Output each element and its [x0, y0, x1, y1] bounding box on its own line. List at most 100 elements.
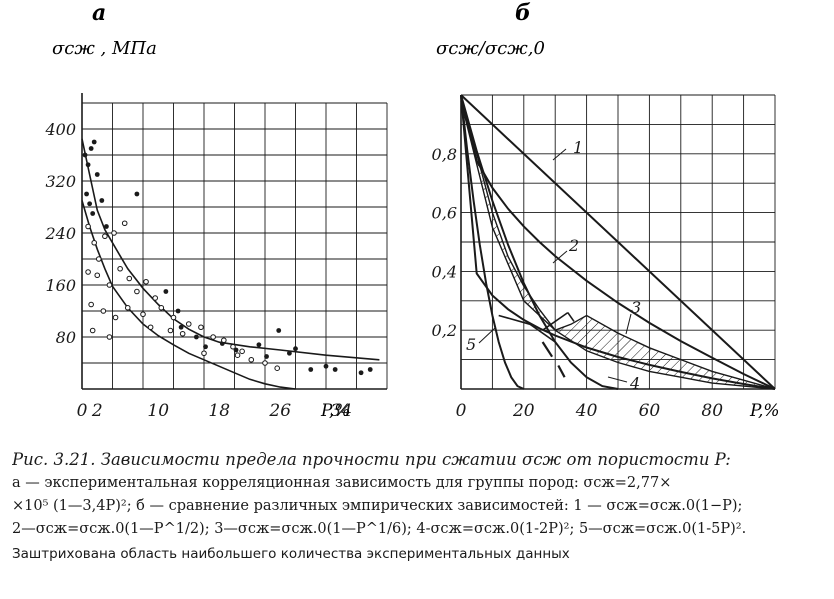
caption-line-1: Рис. 3.21. Зависимости предела прочности…	[12, 450, 731, 469]
data-point-open	[100, 308, 107, 314]
data-point-filled	[308, 367, 314, 372]
data-point-open	[152, 295, 158, 301]
curve-label-leader	[552, 148, 567, 161]
curve-label-leader	[478, 327, 496, 344]
series-line-4	[460, 94, 619, 390]
data-point-filled	[88, 146, 94, 151]
x-tick-label: 0	[456, 401, 467, 421]
data-point-open	[117, 265, 123, 272]
curve-label-5: 5	[466, 335, 476, 354]
data-point-open	[94, 272, 101, 279]
y-tick-label: 240	[44, 224, 76, 243]
caption-line-4: 2—σсж=σсж.0(1—P^1/2); 3—σсж=σсж.0(1—P^1/…	[12, 521, 747, 537]
data-point-open	[143, 278, 149, 285]
panel-b-curve-labels: 1 2 3 4 5	[466, 138, 641, 393]
panel-b-series	[460, 94, 776, 390]
x-tick-label: 10	[147, 401, 169, 421]
data-point-filled	[323, 363, 329, 369]
data-point-open	[147, 324, 154, 331]
curve-label-2: 2	[568, 236, 579, 255]
panel-a-ylabel: σсж , МПа	[52, 38, 157, 59]
inner-boundary-line	[498, 314, 531, 326]
data-point-filled	[90, 211, 96, 216]
curve-label-3: 3	[631, 298, 641, 317]
data-point-open	[126, 275, 133, 282]
panel-b-letter: б	[515, 0, 531, 26]
data-point-filled	[163, 289, 169, 294]
data-point-open	[134, 288, 140, 295]
data-point-open	[221, 337, 227, 344]
data-point-filled	[332, 367, 338, 372]
series-line-5	[460, 94, 525, 390]
caption-line-5: Заштрихована область наибольшего количес…	[12, 546, 570, 562]
y-tick-label: 0,4	[432, 262, 457, 281]
data-point-filled	[203, 344, 208, 350]
panel-b: б σсж/σсж,0 0,20,40,60,80 20 40 60 80 12345 …	[432, 0, 780, 421]
inner-boundary-line	[529, 323, 556, 343]
data-point-open	[170, 314, 177, 321]
data-point-open	[274, 365, 281, 372]
x-tick-label: 80	[701, 401, 723, 421]
data-point-filled	[134, 191, 140, 197]
data-point-open	[111, 230, 117, 236]
data-point-open	[106, 334, 113, 340]
data-point-open	[88, 301, 94, 308]
data-point-open	[179, 330, 186, 337]
data-point-open	[248, 356, 255, 363]
dashed-segment	[541, 341, 554, 358]
data-point-open	[91, 239, 97, 246]
series-line-1	[460, 94, 776, 390]
data-point-filled	[104, 224, 109, 229]
y-tick-label: 0,8	[432, 145, 457, 164]
x-tick-label: 34	[330, 401, 352, 421]
curve-label-leader	[625, 313, 632, 335]
dashed-segment	[557, 364, 566, 378]
data-point-open	[102, 233, 108, 240]
data-point-filled	[87, 201, 93, 207]
data-point-open	[158, 304, 165, 311]
data-point-open	[239, 348, 245, 355]
panel-a: а σсж , МПа 80 160 240 320 400 0 2 10 18 26 34 P,%	[44, 0, 388, 421]
data-point-open	[124, 304, 131, 311]
y-tick-label: 320	[45, 172, 76, 191]
data-point-filled	[256, 342, 262, 348]
data-point-open	[201, 350, 207, 357]
y-tick-label: 160	[45, 276, 76, 295]
series-line-2	[460, 94, 776, 390]
curve-label-4: 4	[629, 374, 640, 393]
x-tick-label: 0	[77, 401, 88, 421]
caption-line-2: а — экспериментальная корреляционная зав…	[12, 475, 672, 491]
panel-a-points	[82, 139, 373, 376]
x-tick-label: 40	[575, 401, 598, 421]
curve-label-1: 1	[573, 138, 583, 157]
panel-a-xlabel: P,%	[320, 401, 351, 421]
data-point-open	[167, 327, 174, 334]
y-tick-label: 400	[44, 120, 76, 139]
data-point-filled	[287, 350, 292, 356]
panel-b-hatched-region	[460, 100, 776, 390]
x-tick-label: 2	[91, 401, 103, 421]
panel-b-ticks: 0,2 0,4 0,6 0,8 0 20 40 60 80	[432, 145, 724, 421]
x-tick-label: 60	[639, 401, 661, 421]
y-tick-label: 80	[56, 328, 76, 347]
data-point-filled	[94, 172, 100, 177]
data-point-open	[121, 220, 128, 227]
data-point-open	[185, 321, 192, 327]
x-tick-label: 26	[268, 401, 291, 421]
data-point-filled	[264, 354, 269, 359]
data-point-filled	[276, 328, 282, 333]
x-tick-label: 18	[208, 401, 230, 421]
data-point-open	[262, 360, 268, 366]
series-line-2	[81, 200, 296, 390]
data-point-open	[112, 314, 119, 321]
data-point-filled	[175, 308, 181, 314]
x-tick-label: 20	[512, 401, 535, 421]
data-point-filled	[82, 152, 88, 158]
panel-a-grid	[81, 93, 388, 390]
data-point-filled	[178, 324, 184, 330]
inner-boundary-line	[567, 312, 575, 322]
data-point-open	[95, 256, 102, 262]
curve-label-leader	[607, 376, 628, 383]
data-point-open	[106, 282, 113, 288]
